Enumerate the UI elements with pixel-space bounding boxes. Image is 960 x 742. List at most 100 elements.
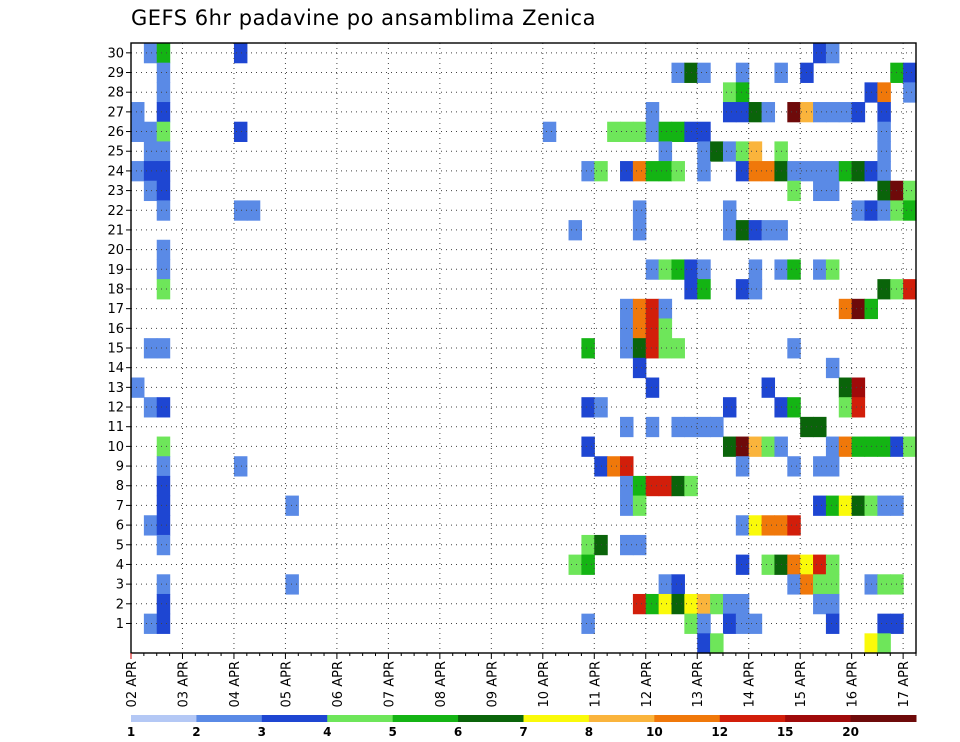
- heatmap-cell: [851, 436, 866, 457]
- heatmap-cell: [851, 495, 866, 516]
- heatmap-cell: [697, 593, 711, 615]
- heatmap-cell: [246, 200, 261, 221]
- heatmap-cell: [710, 633, 724, 654]
- heatmap-cell: [581, 554, 595, 575]
- heatmap-cell: [748, 515, 763, 536]
- y-tick-label: 21: [107, 223, 124, 238]
- heatmap-cell: [787, 397, 801, 418]
- heatmap-cell: [632, 495, 647, 516]
- heatmap-cell: [143, 141, 158, 162]
- heatmap-cell: [156, 82, 171, 103]
- heatmap-cell: [877, 613, 891, 634]
- heatmap-cell: [632, 357, 647, 379]
- heatmap-cell: [156, 574, 171, 595]
- heatmap-cell: [877, 121, 891, 142]
- y-axis: 1234567891011121314151617181920212223242…: [107, 46, 131, 632]
- heatmap-cell: [658, 318, 673, 339]
- heatmap-cell: [645, 377, 660, 398]
- heatmap-cell: [658, 141, 673, 162]
- heatmap-cell: [607, 121, 621, 142]
- legend-swatch: [719, 715, 786, 722]
- heatmap-cell: [671, 475, 685, 497]
- legend-label: 12: [711, 725, 728, 739]
- heatmap-cell: [838, 161, 853, 182]
- heatmap-cell: [645, 298, 660, 320]
- heatmap-cell: [722, 593, 737, 615]
- heatmap-cell: [748, 436, 763, 457]
- heatmap-cell: [697, 633, 711, 654]
- legend-swatch: [392, 715, 459, 722]
- heatmap-cell: [697, 259, 711, 280]
- heatmap-cell: [903, 82, 917, 103]
- heatmap-cell: [825, 613, 840, 634]
- legend-swatch: [327, 715, 394, 722]
- heatmap-cell: [787, 338, 801, 359]
- heatmap-cell: [825, 161, 840, 182]
- heatmap-cell: [813, 180, 827, 202]
- y-tick-label: 23: [107, 184, 124, 199]
- y-tick-label: 9: [116, 460, 124, 475]
- heatmap-cell: [671, 574, 685, 595]
- heatmap-cell: [903, 436, 917, 457]
- legend-label: 4: [323, 725, 331, 739]
- heatmap-cell: [233, 43, 248, 64]
- heatmap-cell: [735, 220, 750, 241]
- heatmap-cell: [825, 43, 840, 64]
- heatmap-cell: [787, 456, 801, 477]
- y-tick-label: 20: [107, 243, 124, 258]
- y-tick-label: 24: [107, 164, 124, 179]
- y-tick-label: 1: [116, 617, 124, 632]
- heatmap-cell: [722, 436, 737, 457]
- y-tick-label: 7: [116, 499, 124, 514]
- heatmap-cell: [645, 416, 660, 438]
- heatmap-cell: [156, 475, 171, 497]
- x-tick-label: 03 APR: [176, 661, 191, 707]
- y-tick-label: 10: [107, 440, 124, 455]
- x-tick-label: 11 APR: [588, 661, 603, 707]
- heatmap-cell: [735, 161, 750, 182]
- x-tick-label: 08 APR: [434, 661, 449, 707]
- heatmap-cell: [851, 102, 866, 123]
- heatmap-cell: [851, 200, 866, 221]
- x-tick-label: 10 APR: [537, 661, 552, 707]
- heatmap-cell: [825, 357, 840, 379]
- heatmap-cell: [813, 102, 827, 123]
- y-tick-label: 16: [107, 322, 124, 337]
- heatmap-cell: [735, 515, 750, 536]
- x-tick-label: 13 APR: [691, 661, 706, 707]
- heatmap-cell: [748, 161, 763, 182]
- heatmap-cell: [645, 475, 660, 497]
- heatmap-cell: [825, 495, 840, 516]
- heatmap-cell: [722, 200, 737, 221]
- heatmap-cell: [143, 161, 158, 182]
- heatmap-cell: [813, 416, 827, 438]
- heatmap-cell: [825, 574, 840, 595]
- heatmap-cell: [143, 43, 158, 64]
- heatmap-cell: [761, 220, 776, 241]
- heatmap-cell: [825, 554, 840, 575]
- heatmap-cell: [632, 534, 647, 556]
- heatmap-cell: [658, 259, 673, 280]
- heatmap-cell: [581, 613, 595, 634]
- heatmap-cell: [156, 495, 171, 516]
- heatmap-cell: [143, 121, 158, 142]
- heatmap-cell: [864, 633, 878, 654]
- heatmap-cell: [697, 141, 711, 162]
- heatmap-cell: [825, 436, 840, 457]
- legend-swatch: [588, 715, 655, 722]
- heatmap-cell: [658, 574, 673, 595]
- heatmap-cell: [658, 475, 673, 497]
- heatmap-cell: [632, 298, 647, 320]
- heatmap-cell: [697, 161, 711, 182]
- y-tick-label: 13: [107, 381, 124, 396]
- heatmap-cell: [156, 613, 171, 634]
- heatmap-cell: [632, 338, 647, 359]
- legend-swatch: [131, 715, 197, 722]
- y-tick-label: 4: [116, 558, 124, 573]
- heatmap-cell: [645, 338, 660, 359]
- heatmap-cell: [761, 436, 776, 457]
- heatmap-cell: [722, 102, 737, 123]
- x-tick-label: 17 APR: [897, 661, 912, 707]
- legend-label: 3: [258, 725, 266, 739]
